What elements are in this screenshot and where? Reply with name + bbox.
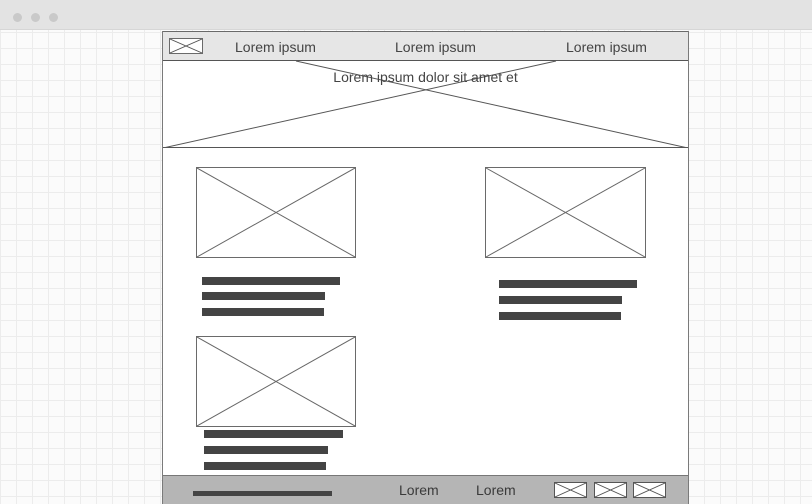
hero-title: Lorem ipsum dolor sit amet et [333,69,518,85]
card-3-text-line [204,462,326,470]
footer-link-1[interactable]: Lorem [399,482,439,498]
window-maximize-dot[interactable] [49,13,58,22]
social-icon-placeholder[interactable] [594,482,627,498]
hero-image-placeholder-icon [163,61,688,148]
card-2-image-placeholder-icon[interactable] [485,167,646,258]
card-2-text-line [499,296,622,304]
browser-title-bar [0,0,812,30]
social-icon-placeholder[interactable] [633,482,666,498]
card-3-image-placeholder-icon[interactable] [196,336,356,427]
card-1-text-line [202,308,324,316]
nav-link-3[interactable]: Lorem ipsum [566,39,647,55]
card-3-text-line [204,430,343,438]
logo-placeholder-icon[interactable] [169,38,203,54]
top-nav: Lorem ipsum Lorem ipsum Lorem ipsum [163,31,688,61]
card-3-text-line [204,446,328,454]
card-1-text-line [202,292,325,300]
nav-link-1[interactable]: Lorem ipsum [235,39,316,55]
window-close-dot[interactable] [13,13,22,22]
wireframe-page: Lorem ipsum Lorem ipsum Lorem ipsum Lore… [162,31,689,504]
footer-link-2[interactable]: Lorem [476,482,516,498]
hero-banner: Lorem ipsum dolor sit amet et [163,61,688,148]
social-icon-placeholder[interactable] [554,482,587,498]
footer: Lorem Lorem [163,475,688,504]
window-minimize-dot[interactable] [31,13,40,22]
card-1-image-placeholder-icon[interactable] [196,167,356,258]
footer-text-line [193,491,332,496]
card-2-text-line [499,312,621,320]
card-1-text-line [202,277,340,285]
card-2-text-line [499,280,637,288]
nav-link-2[interactable]: Lorem ipsum [395,39,476,55]
